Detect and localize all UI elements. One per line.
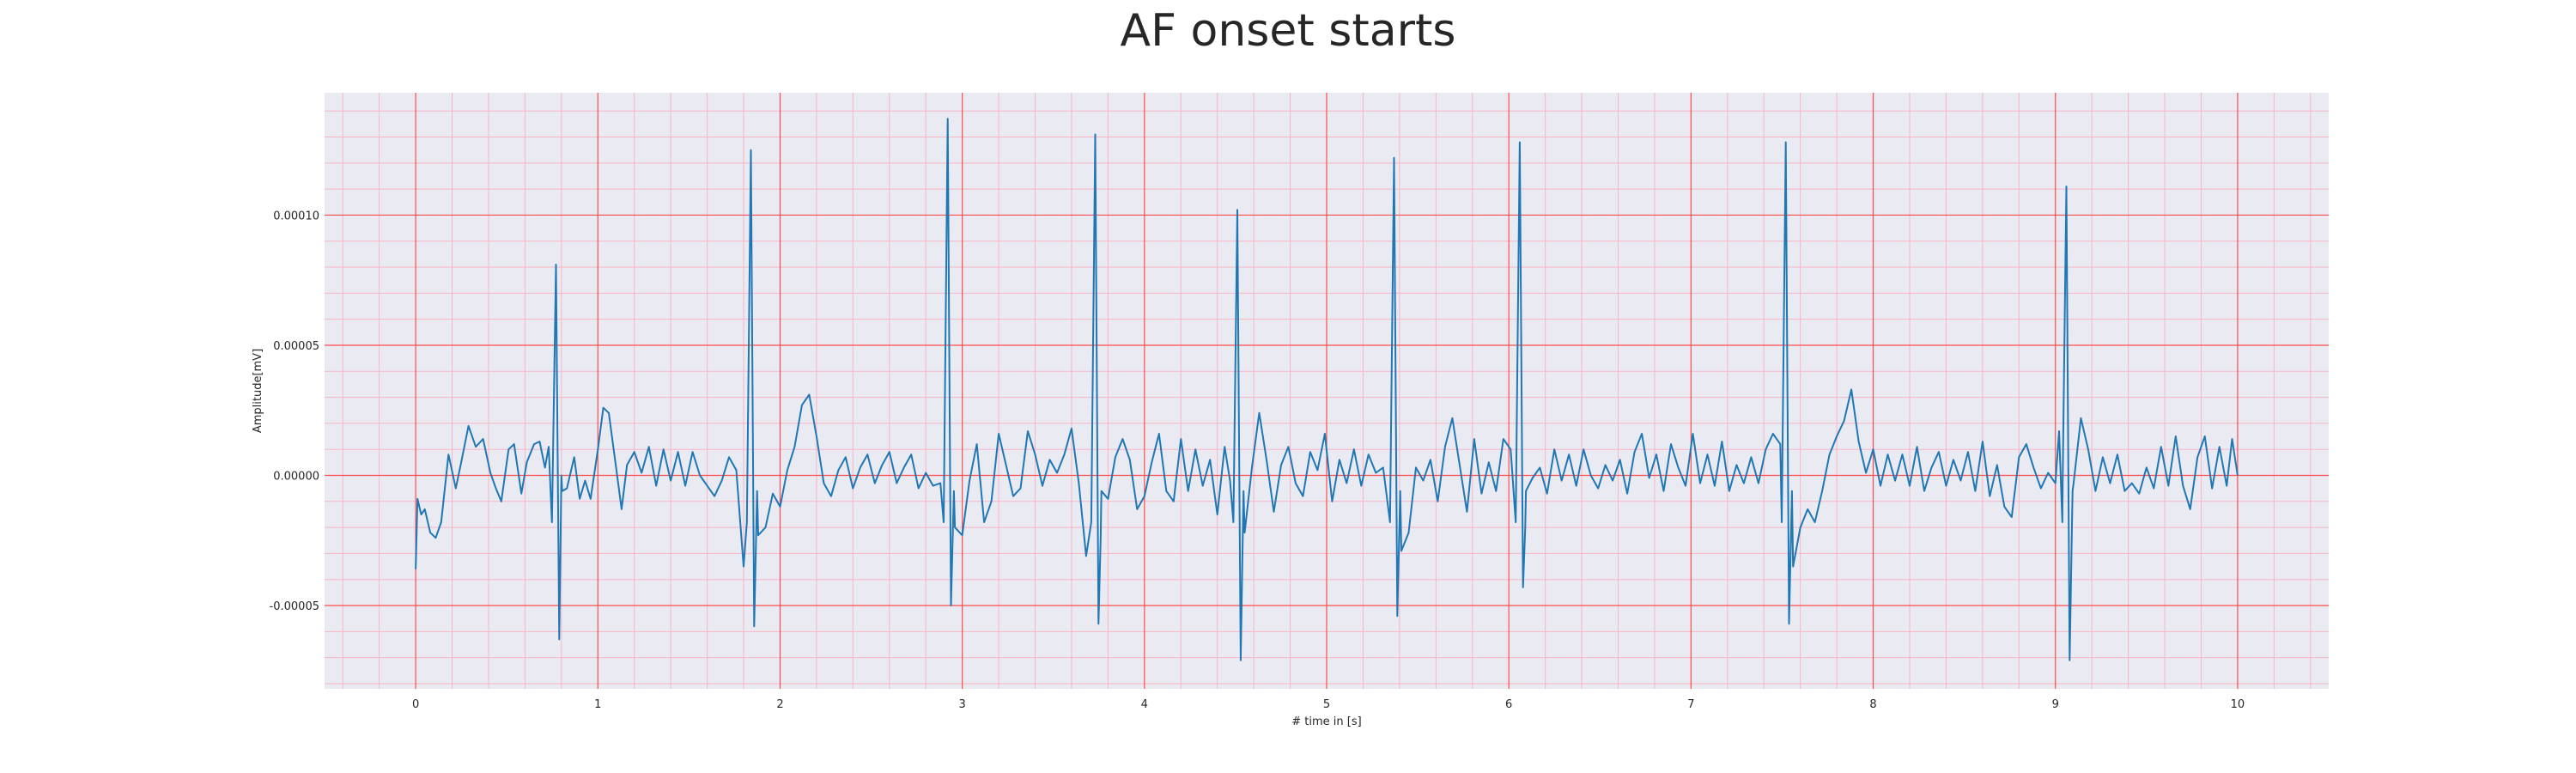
chart-title: AF onset starts [1120, 5, 1456, 57]
x-tick-label: 5 [1323, 698, 1330, 711]
y-axis-ticks: -0.00005 0.00000 0.00005 0.00010 [270, 210, 319, 613]
x-tick-label: 7 [1687, 698, 1694, 711]
ecg-series-line [415, 118, 2239, 661]
x-tick-label: 1 [594, 698, 601, 711]
y-tick-label: 0.00010 [273, 210, 319, 222]
x-tick-label: 4 [1141, 698, 1148, 711]
y-tick-label: 0.00000 [273, 470, 319, 483]
y-tick-label: 0.00005 [273, 340, 319, 353]
x-tick-label: 9 [2052, 698, 2059, 711]
x-axis-ticks: 0 1 2 3 4 5 6 7 8 9 10 [412, 698, 2245, 711]
y-axis-label: Amplitude[mV] [252, 349, 264, 433]
series-group [415, 118, 2239, 661]
x-tick-label: 3 [958, 698, 965, 711]
x-tick-label: 8 [1869, 698, 1876, 711]
x-tick-label: 0 [412, 698, 419, 711]
x-tick-label: 10 [2231, 698, 2245, 711]
x-tick-label: 6 [1505, 698, 1512, 711]
x-tick-label: 2 [776, 698, 783, 711]
y-tick-label: -0.00005 [270, 600, 319, 613]
x-axis-label: # time in [s] [1291, 715, 1361, 728]
